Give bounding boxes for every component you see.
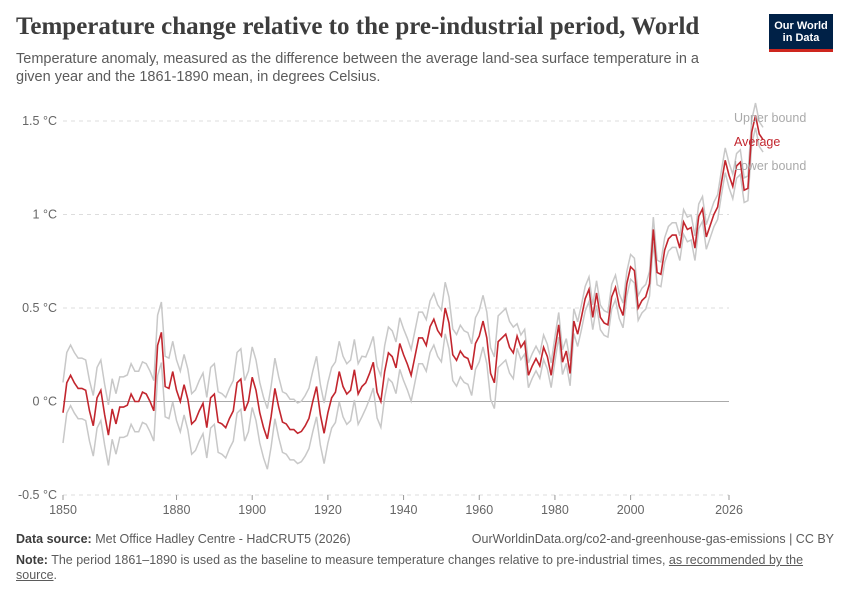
y-tick-label: 0.5 °C <box>22 301 57 315</box>
series-label-lower: Lower bound <box>734 159 806 173</box>
source-label: Data source: <box>16 532 92 546</box>
series-label-average: Average <box>734 135 780 149</box>
x-tick-label: 1940 <box>390 503 418 517</box>
x-tick-label: 1850 <box>49 503 77 517</box>
x-tick-label: 1960 <box>465 503 493 517</box>
url-text[interactable]: OurWorldinData.org/co2-and-greenhouse-ga… <box>471 532 834 546</box>
x-tick-label: 2000 <box>617 503 645 517</box>
lower-bound-line[interactable] <box>62 127 764 470</box>
y-tick-label: 1.5 °C <box>22 114 57 128</box>
series-layer <box>62 102 764 470</box>
line-chart: -0.5 °C 0 °C 0.5 °C 1 °C 1.5 °C 1850 1880 1900 1… <box>18 102 806 517</box>
x-tick-label: 1980 <box>541 503 569 517</box>
average-line[interactable] <box>62 115 764 440</box>
x-tick-label: 1920 <box>314 503 342 517</box>
y-tick-label: 1 °C <box>33 208 57 222</box>
x-tick-label: 2026 <box>715 503 743 517</box>
source-text[interactable]: Met Office Hadley Centre - HadCRUT5 (202… <box>95 532 351 546</box>
series-label-upper: Upper bound <box>734 111 806 125</box>
grid-layer <box>62 120 730 500</box>
note-link[interactable]: as recommended by the source <box>16 553 804 582</box>
source-block: Data source: Met Office Hadley Centre - … <box>16 532 351 547</box>
y-tick-label: -0.5 °C <box>18 488 57 502</box>
owid-logo[interactable]: Our World in Data <box>769 14 833 52</box>
label-layer: -0.5 °C 0 °C 0.5 °C 1 °C 1.5 °C 1850 1880 1900 1… <box>18 111 806 517</box>
note-text: The period 1861–1890 is used as the base… <box>51 553 669 567</box>
chart-title: Temperature change relative to the pre-i… <box>16 13 700 40</box>
footer-note: Note: The period 1861–1890 is used as th… <box>16 553 834 583</box>
logo-line-2: in Data <box>782 32 820 44</box>
note-label: Note: <box>16 553 48 567</box>
x-tick-label: 1900 <box>238 503 266 517</box>
footer-source-row: Data source: Met Office Hadley Centre - … <box>16 532 834 547</box>
logo-line-1: Our World <box>774 20 828 32</box>
chart-subtitle: Temperature anomaly, measured as the dif… <box>16 51 699 85</box>
upper-bound-line[interactable] <box>62 102 764 409</box>
note-end: . <box>53 568 58 582</box>
x-tick-label: 1880 <box>163 503 191 517</box>
y-tick-label: 0 °C <box>33 395 57 409</box>
